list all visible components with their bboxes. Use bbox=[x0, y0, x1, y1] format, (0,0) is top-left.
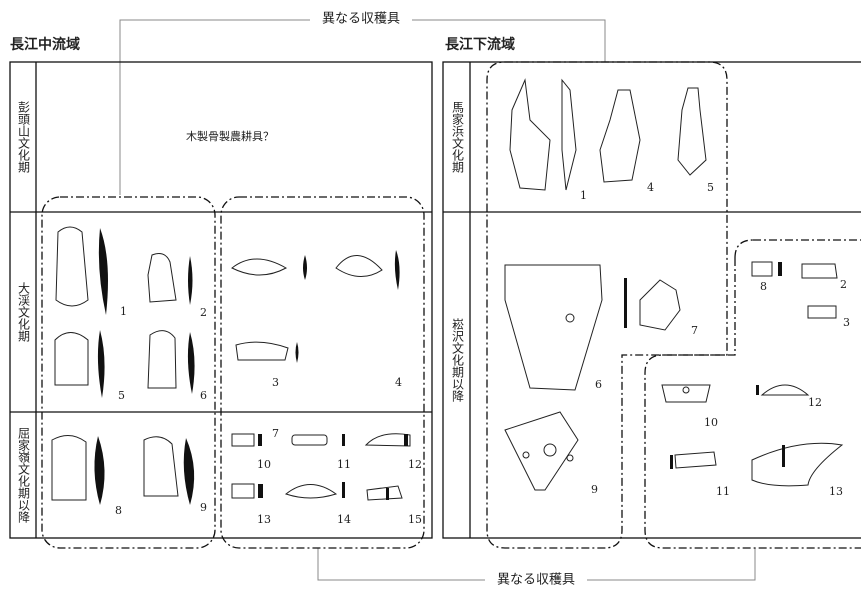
figure-number: 13 bbox=[257, 513, 271, 526]
figure-number: 9 bbox=[200, 501, 207, 514]
figure-number: 9 bbox=[591, 483, 598, 496]
figure-number: 5 bbox=[118, 389, 125, 402]
group-outline bbox=[41, 196, 216, 549]
figure-number: 3 bbox=[843, 316, 850, 329]
figure-number: 10 bbox=[257, 458, 271, 471]
figure-number: 2 bbox=[840, 278, 847, 291]
note: 木製骨製農耕具？ bbox=[186, 129, 274, 143]
figure-number: 7 bbox=[272, 427, 279, 440]
figure-number: 6 bbox=[595, 378, 602, 391]
figure-number: 2 bbox=[200, 306, 207, 319]
right-grid bbox=[443, 62, 861, 538]
period: 馬家浜文化期 bbox=[451, 101, 465, 173]
figure-number: 14 bbox=[337, 513, 351, 526]
figure-number: 11 bbox=[716, 485, 730, 498]
period: 大渓文化期 bbox=[17, 282, 31, 342]
right-table bbox=[442, 61, 861, 539]
figure-number: 7 bbox=[691, 324, 698, 337]
group-outline bbox=[644, 239, 861, 549]
group-outline bbox=[486, 61, 728, 549]
figure-number: 11 bbox=[337, 458, 351, 471]
figure-number: 8 bbox=[760, 280, 767, 293]
right-title: 長江下流域 bbox=[445, 36, 515, 53]
figure-number: 13 bbox=[829, 485, 843, 498]
figure-number: 8 bbox=[115, 504, 122, 517]
period: 崧沢文化期以降 bbox=[451, 318, 465, 402]
figure-number: 5 bbox=[707, 181, 714, 194]
figure-number: 3 bbox=[272, 376, 279, 389]
figure-number: 4 bbox=[395, 376, 402, 389]
connectors bbox=[119, 19, 756, 581]
figure-number: 12 bbox=[408, 458, 422, 471]
figure-number: 12 bbox=[808, 396, 822, 409]
period: 彭頭山文化期 bbox=[17, 101, 31, 173]
figure-number: 6 bbox=[200, 389, 207, 402]
artifacts-left bbox=[51, 226, 411, 505]
group-outline bbox=[220, 196, 425, 549]
figure-number: 15 bbox=[408, 513, 422, 526]
figure-number: 1 bbox=[580, 189, 587, 202]
bottom-label: 異なる収穫具 bbox=[497, 573, 575, 588]
left-title: 長江中流域 bbox=[10, 36, 80, 53]
figure-number: 1 bbox=[120, 305, 127, 318]
top-label: 異なる収穫具 bbox=[322, 12, 400, 27]
left-table bbox=[9, 61, 433, 539]
artifacts-right bbox=[504, 78, 844, 491]
period: 屈家嶺文化期以降 bbox=[17, 427, 31, 523]
figure-number: 10 bbox=[704, 416, 718, 429]
figure-number: 4 bbox=[647, 181, 654, 194]
